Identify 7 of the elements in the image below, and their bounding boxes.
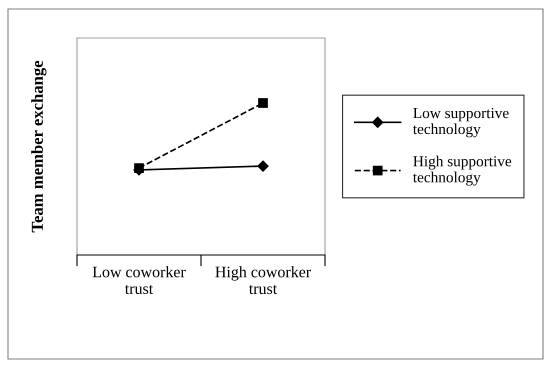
legend-label: Low supportive technology [412,108,509,138]
legend-label: High supportive technology [412,156,512,186]
point [257,160,269,172]
x-tick-label: High coworker trust [215,266,311,294]
point [258,98,268,108]
x-tick-label: Low coworker trust [92,266,186,294]
y-axis-title: Team member exchange [31,60,46,232]
